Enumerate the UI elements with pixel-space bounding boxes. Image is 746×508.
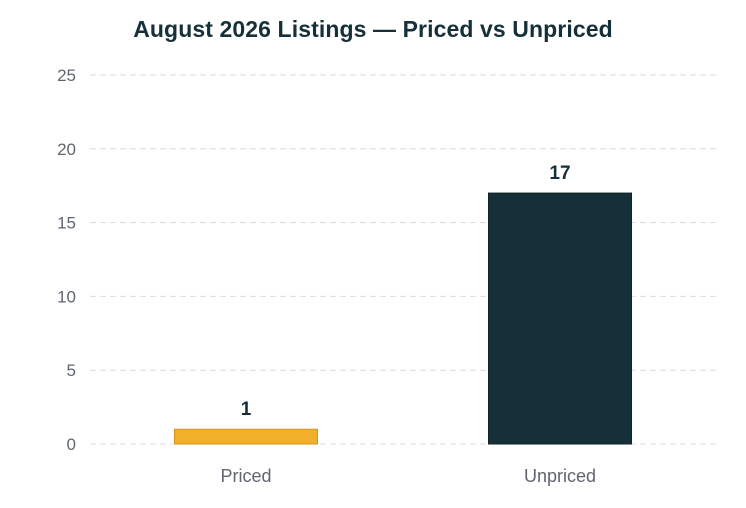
y-tick-label-0: 0 [67,435,76,454]
y-tick-label-10: 10 [57,287,76,306]
value-labels-layer: 1 17 [241,163,571,420]
chart-title: August 2026 Listings — Priced vs Unprice… [133,16,613,42]
bars-layer [174,192,632,445]
value-label-priced: 1 [241,399,252,420]
x-axis-categories: Priced Unpriced [220,466,596,486]
x-category-label-unpriced: Unpriced [524,466,596,486]
bar-priced [174,428,318,445]
x-category-label-priced: Priced [220,466,271,486]
y-tick-label-15: 15 [57,214,76,233]
y-tick-label-25: 25 [57,66,76,85]
bar-unpriced [488,192,632,445]
value-label-unpriced: 17 [549,163,570,184]
y-tick-label-5: 5 [67,361,76,380]
y-axis-ticks: 0 5 10 15 20 25 [57,66,76,454]
y-tick-label-20: 20 [57,140,76,159]
